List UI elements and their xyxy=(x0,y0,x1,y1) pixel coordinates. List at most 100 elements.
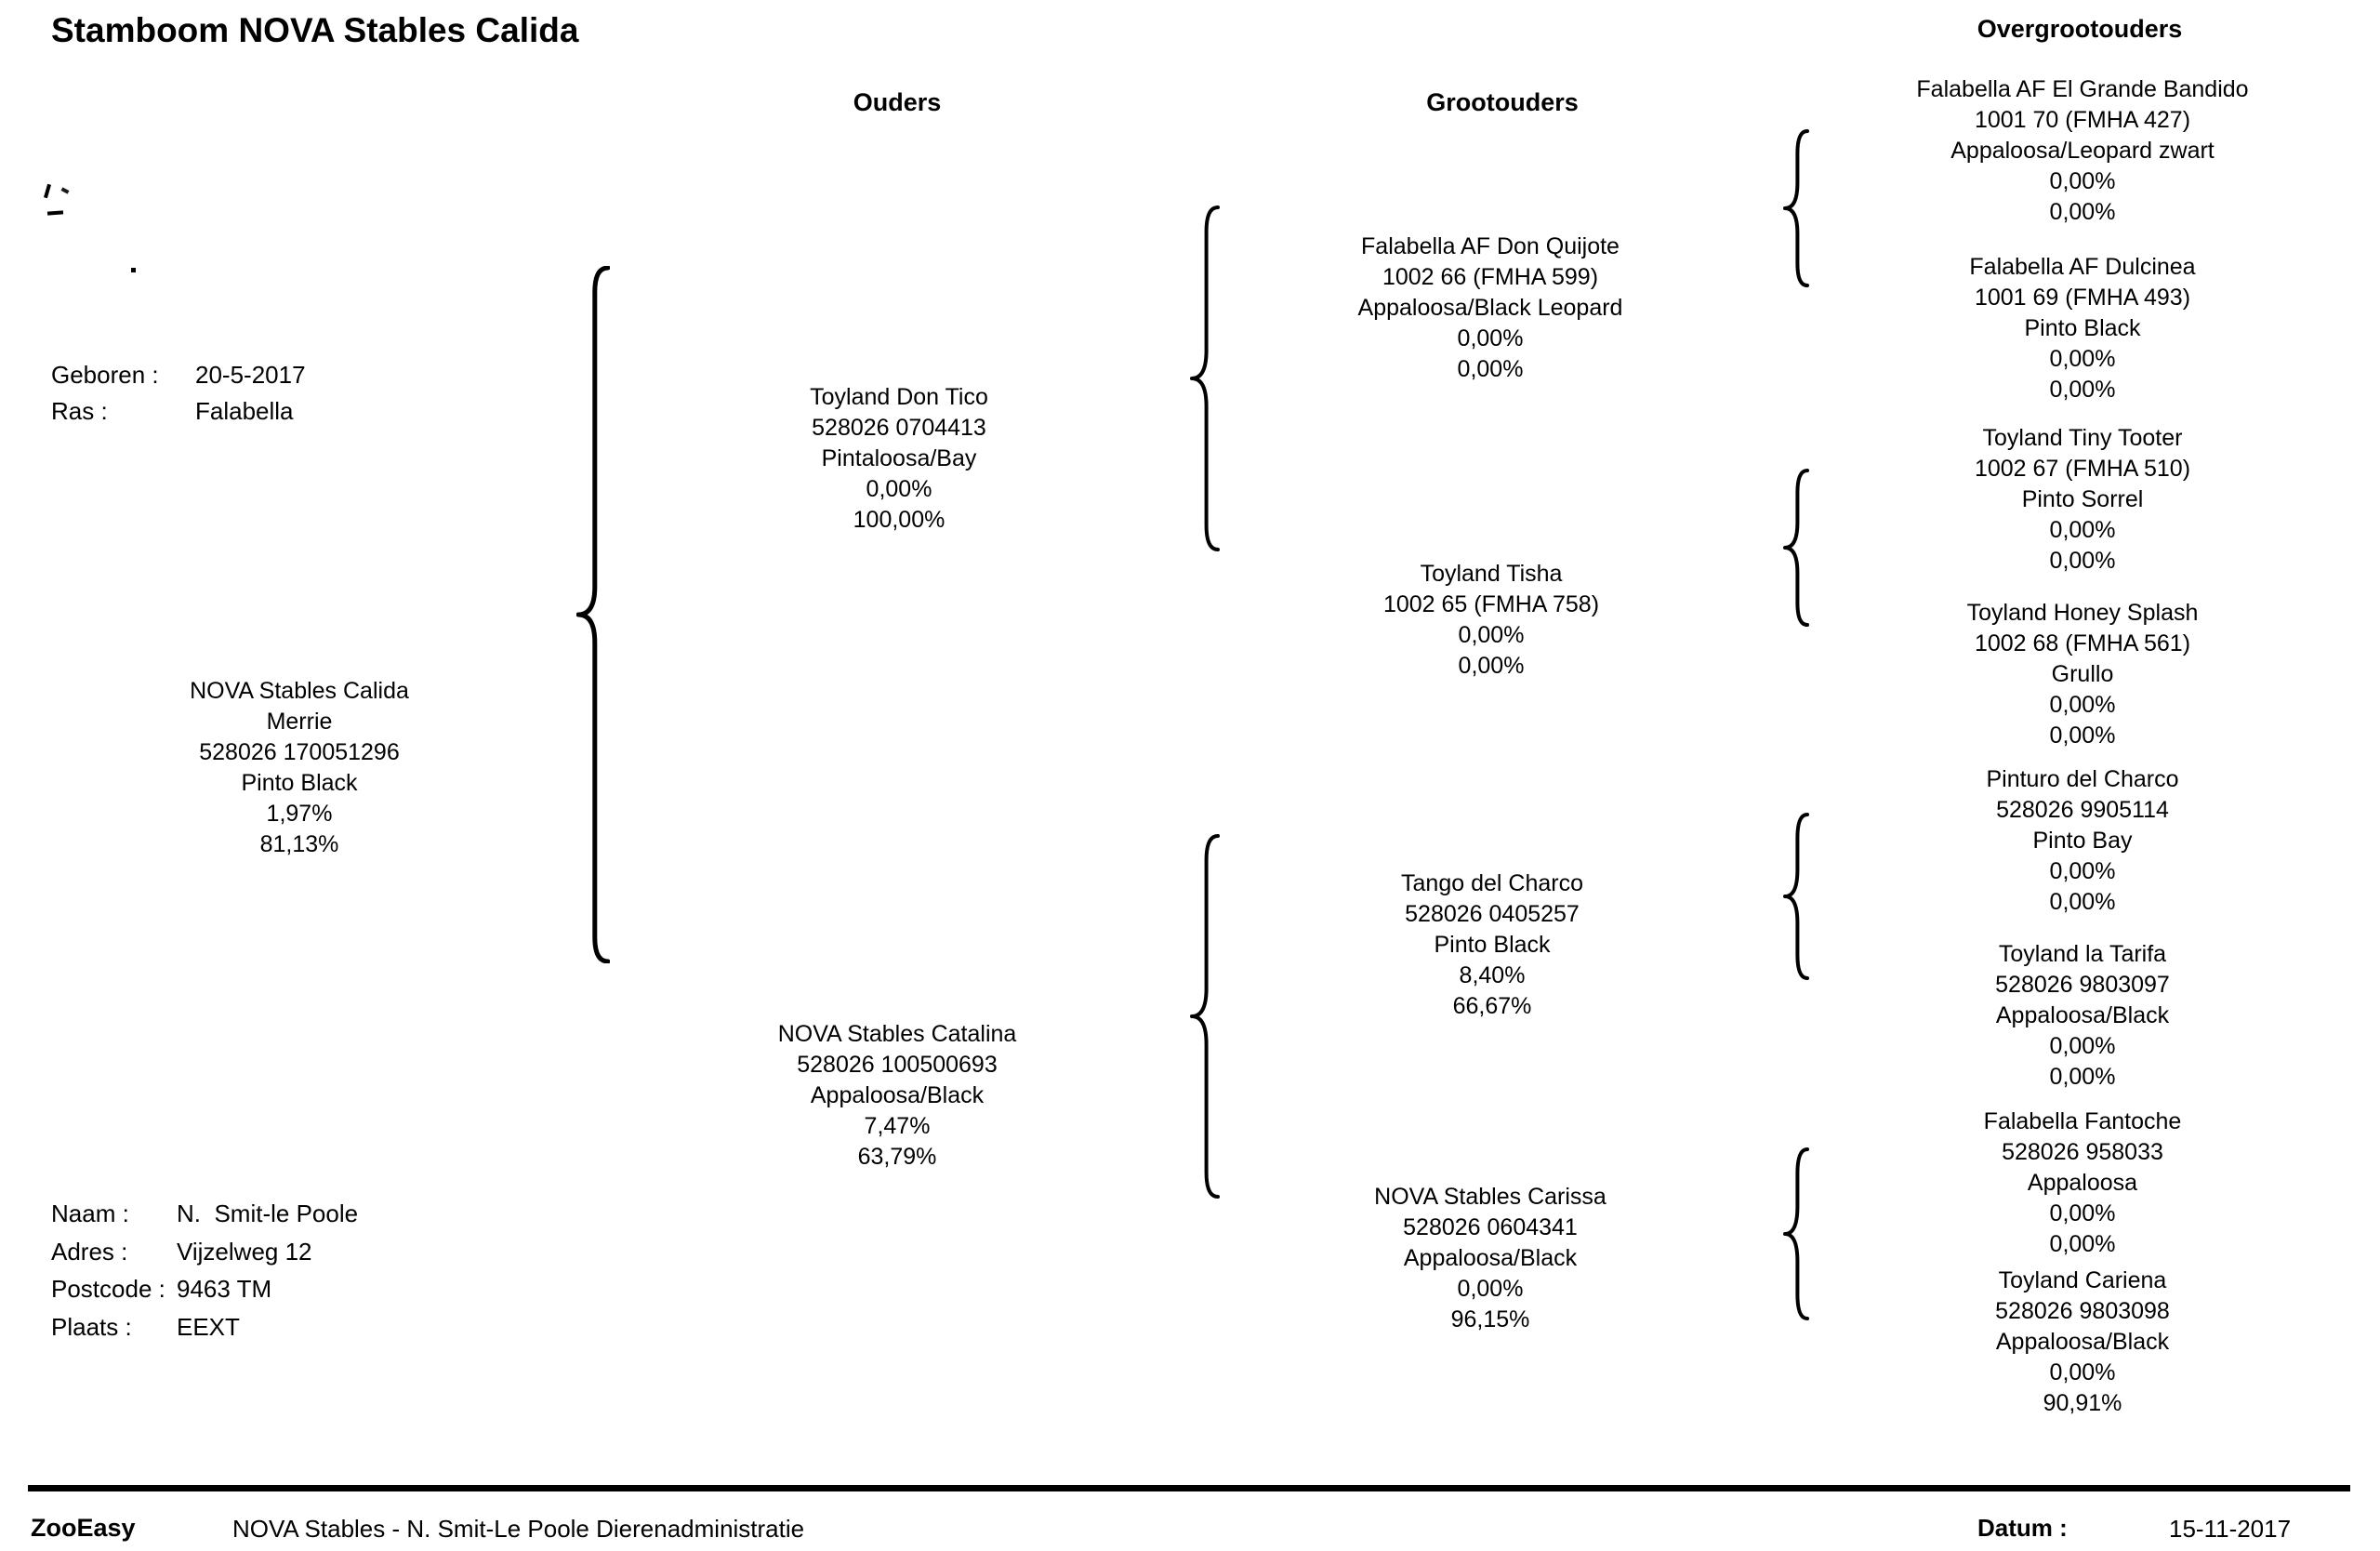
pedigree-line: Appaloosa/Black xyxy=(810,1082,985,1108)
pedigree-line: Appaloosa xyxy=(2027,1170,2138,1196)
pedigree-line: NOVA Stables Catalina xyxy=(777,1021,1017,1047)
pedigree-line: Pinto Black xyxy=(1434,932,1551,958)
postcode-value: 9463 TM xyxy=(177,1275,272,1303)
pedigree-entry-sire: Toyland Don Tico 528026 0704413 Pintaloosa… xyxy=(657,382,1141,536)
pedigree-entry-great-grandparent-4: Toyland Honey Splash 1002 68 (FMHA 561) Gr… xyxy=(1841,598,2324,751)
footer-divider xyxy=(28,1485,2350,1491)
curly-brace-grandparent4-to-greats xyxy=(1783,1147,1809,1320)
pedigree-entry-great-grandparent-5: Pinturo del Charco 528026 9905114 Pinto Ba… xyxy=(1841,764,2324,918)
pedigree-line: Toyland Don Tico xyxy=(810,384,988,410)
footer-brand: ZooEasy xyxy=(31,1514,136,1542)
pedigree-line: 0,00% xyxy=(2049,722,2116,749)
postcode-label: Postcode : xyxy=(51,1275,165,1303)
pedigree-line: 0,00% xyxy=(866,476,932,502)
pedigree-line: Grullo xyxy=(2051,661,2114,687)
pedigree-line: Falabella Fantoche xyxy=(1983,1108,2182,1134)
pedigree-entry-great-grandparent-8: Toyland Cariena 528026 9803098 Appaloosa/B… xyxy=(1841,1266,2324,1419)
pedigree-line: Pinto Sorrel xyxy=(2021,486,2144,512)
pedigree-line: 0,00% xyxy=(2049,346,2116,372)
column-header-overgrootouders: Overgrootouders xyxy=(1977,15,2183,43)
pedigree-line: 1002 68 (FMHA 561) xyxy=(1974,630,2191,656)
pedigree-line: 90,91% xyxy=(2043,1390,2122,1416)
pedigree-line: Appaloosa/Black Leopard xyxy=(1357,295,1623,321)
pedigree-line: Toyland la Tarifa xyxy=(1998,941,2167,967)
stray-mark xyxy=(60,187,70,194)
pedigree-line: 528026 0604341 xyxy=(1403,1214,1578,1240)
pedigree-entry-grandparent-1: Falabella AF Don Quijote 1002 66 (FMHA 59… xyxy=(1249,232,1732,385)
pedigree-line: NOVA Stables Carissa xyxy=(1374,1184,1606,1210)
pedigree-line: 1001 70 (FMHA 427) xyxy=(1974,107,2191,133)
pedigree-line: 81,13% xyxy=(259,831,339,857)
pedigree-line: 0,00% xyxy=(1458,653,1525,679)
pedigree-line: 528026 958033 xyxy=(2002,1139,2163,1165)
pedigree-line: Toyland Honey Splash xyxy=(1966,600,2199,626)
footer-date-label: Datum : xyxy=(1977,1514,2068,1542)
geboren-value: 20-5-2017 xyxy=(195,361,306,389)
pedigree-line: Pinto Black xyxy=(2024,315,2141,341)
pedigree-entry-subject: NOVA Stables Calida Merrie 528026 17005129… xyxy=(58,676,541,860)
pedigree-line: 100,00% xyxy=(853,507,945,533)
pedigree-line: 1,97% xyxy=(266,801,333,827)
pedigree-line: 0,00% xyxy=(1457,1276,1524,1302)
pedigree-line: 1001 69 (FMHA 493) xyxy=(1974,285,2191,311)
naam-value: N. Smit-le Poole xyxy=(177,1200,359,1227)
pedigree-line: 8,40% xyxy=(1459,962,1526,988)
stray-mark xyxy=(46,210,64,216)
pedigree-line: Toyland Cariena xyxy=(1998,1267,2167,1293)
pedigree-line: 96,15% xyxy=(1450,1306,1530,1332)
pedigree-line: 0,00% xyxy=(2049,377,2116,403)
ras-value: Falabella xyxy=(195,397,294,425)
pedigree-line: 0,00% xyxy=(2049,1064,2116,1090)
pedigree-line: 0,00% xyxy=(2049,517,2116,543)
pedigree-line: Pinto Black xyxy=(241,770,358,796)
pedigree-line: 0,00% xyxy=(2049,199,2116,225)
pedigree-line: 528026 9803098 xyxy=(1995,1298,2170,1324)
pedigree-line: 1002 66 (FMHA 599) xyxy=(1382,264,1599,290)
pedigree-line: NOVA Stables Calida xyxy=(190,678,409,704)
pedigree-entry-great-grandparent-1: Falabella AF El Grande Bandido 1001 70 (F… xyxy=(1841,74,2324,228)
pedigree-line: 0,00% xyxy=(1457,356,1524,382)
pedigree-line: 0,00% xyxy=(1457,325,1524,351)
pedigree-line: 0,00% xyxy=(2049,692,2116,718)
pedigree-line: Falabella AF El Grande Bandido xyxy=(1916,76,2249,102)
curly-brace-grandparent3-to-greats xyxy=(1783,813,1809,980)
pedigree-line: 0,00% xyxy=(2049,1359,2116,1385)
pedigree-line: 528026 9803097 xyxy=(1995,972,2170,998)
pedigree-entry-great-grandparent-7: Falabella Fantoche 528026 958033 Appaloosa… xyxy=(1841,1107,2324,1260)
page-title: Stamboom NOVA Stables Calida xyxy=(51,11,579,49)
curly-brace-grandparent2-to-greats xyxy=(1783,469,1809,627)
naam-label: Naam : xyxy=(51,1200,129,1227)
ras-label: Ras : xyxy=(51,397,108,425)
curly-brace-grandparent1-to-greats xyxy=(1783,129,1809,287)
pedigree-line: Falabella AF Don Quijote xyxy=(1361,233,1620,259)
pedigree-line: Tango del Charco xyxy=(1401,870,1583,896)
pedigree-line: Appaloosa/Black xyxy=(1403,1245,1578,1271)
pedigree-entry-dam: NOVA Stables Catalina 528026 100500693 App… xyxy=(655,1019,1139,1173)
pedigree-entry-grandparent-3: Tango del Charco 528026 0405257 Pinto Blac… xyxy=(1250,868,1734,1022)
pedigree-line: Appaloosa/Leopard zwart xyxy=(1950,138,2215,164)
column-header-grootouders: Grootouders xyxy=(1426,88,1579,116)
pedigree-line: Pintaloosa/Bay xyxy=(821,445,977,471)
pedigree-entry-great-grandparent-3: Toyland Tiny Tooter 1002 67 (FMHA 510) Pin… xyxy=(1841,423,2324,577)
pedigree-line: Pinturo del Charco xyxy=(1986,766,2179,792)
pedigree-line: 0,00% xyxy=(1458,622,1525,648)
stray-mark xyxy=(131,268,136,272)
pedigree-line: 0,00% xyxy=(2049,1231,2116,1257)
adres-label: Adres : xyxy=(51,1238,128,1266)
pedigree-entry-grandparent-4: NOVA Stables Carissa 528026 0604341 Appalo… xyxy=(1249,1182,1732,1335)
pedigree-line: Falabella AF Dulcinea xyxy=(1969,254,2196,280)
plaats-label: Plaats : xyxy=(51,1313,132,1341)
footer-administration: NOVA Stables - N. Smit-Le Poole Dierenad… xyxy=(232,1515,805,1543)
pedigree-line: 528026 9905114 xyxy=(1996,797,2169,823)
curly-brace-sire-to-grandparents xyxy=(1190,205,1220,551)
curly-brace-dam-to-grandparents xyxy=(1190,834,1220,1199)
pedigree-line: 528026 0704413 xyxy=(812,415,986,441)
pedigree-line: Appaloosa/Black xyxy=(1995,1329,2170,1355)
pedigree-line: Pinto Bay xyxy=(2032,828,2133,854)
pedigree-line: Toyland Tiny Tooter xyxy=(1982,425,2183,451)
plaats-value: EEXT xyxy=(177,1313,240,1341)
pedigree-line: 7,47% xyxy=(864,1113,931,1139)
pedigree-line: 63,79% xyxy=(857,1144,937,1170)
pedigree-line: Merrie xyxy=(266,709,333,735)
